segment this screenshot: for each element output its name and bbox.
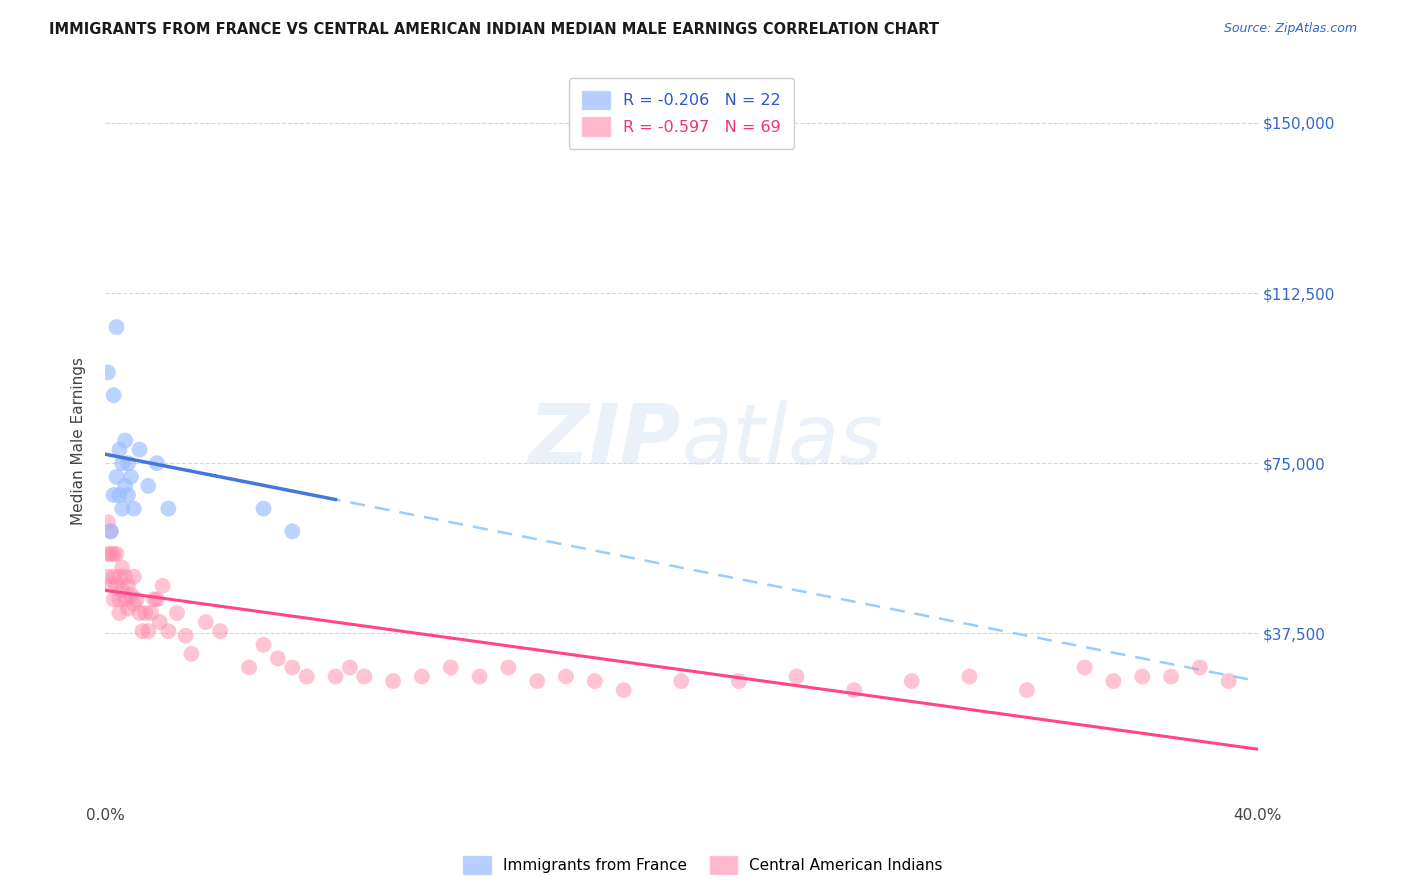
Text: atlas: atlas [682, 400, 883, 481]
Point [281, 660, 304, 674]
Legend: R = -0.206   N = 22, R = -0.597   N = 69: R = -0.206 N = 22, R = -0.597 N = 69 [569, 78, 793, 149]
Legend: Immigrants from France, Central American Indians: Immigrants from France, Central American… [457, 850, 949, 880]
Point [111, 501, 134, 516]
Point [122, 570, 145, 584]
Point [125, 592, 148, 607]
Point [786, 669, 808, 683]
Point [157, 624, 180, 639]
Point [122, 501, 145, 516]
Point [108, 592, 131, 607]
Point [97, 515, 120, 529]
Point [1130, 669, 1153, 683]
Point [1218, 674, 1240, 689]
Point [111, 456, 134, 470]
Point [468, 669, 491, 683]
Point [114, 570, 136, 584]
Point [440, 660, 463, 674]
Point [117, 579, 139, 593]
Point [166, 606, 188, 620]
Point [108, 570, 131, 584]
Point [555, 669, 578, 683]
Point [1102, 674, 1125, 689]
Point [139, 606, 162, 620]
Point [103, 488, 125, 502]
Point [194, 615, 217, 629]
Point [120, 470, 142, 484]
Point [143, 592, 166, 607]
Point [111, 560, 134, 574]
Point [526, 674, 548, 689]
Point [136, 624, 159, 639]
Point [180, 647, 202, 661]
Point [900, 674, 922, 689]
Point [146, 592, 169, 607]
Point [1188, 660, 1211, 674]
Point [957, 669, 980, 683]
Point [108, 442, 131, 457]
Point [238, 660, 260, 674]
Point [108, 488, 131, 502]
Point [136, 479, 159, 493]
Point [122, 597, 145, 611]
Point [117, 601, 139, 615]
Point [105, 320, 128, 334]
Point [100, 524, 122, 539]
Point [128, 442, 150, 457]
Point [411, 669, 433, 683]
Point [117, 456, 139, 470]
Point [103, 388, 125, 402]
Point [1015, 683, 1038, 698]
Point [97, 570, 120, 584]
Point [671, 674, 693, 689]
Point [97, 366, 120, 380]
Point [114, 592, 136, 607]
Point [174, 629, 197, 643]
Point [252, 501, 274, 516]
Point [728, 674, 751, 689]
Point [108, 606, 131, 620]
Point [105, 579, 128, 593]
Point [97, 547, 120, 561]
Point [209, 624, 232, 639]
Point [114, 434, 136, 448]
Point [134, 606, 156, 620]
Point [103, 592, 125, 607]
Point [353, 669, 375, 683]
Point [103, 547, 125, 561]
Point [1073, 660, 1095, 674]
Point [339, 660, 361, 674]
Point [281, 524, 304, 539]
Text: Source: ZipAtlas.com: Source: ZipAtlas.com [1223, 22, 1357, 36]
Point [100, 579, 122, 593]
Point [114, 479, 136, 493]
Point [1160, 669, 1182, 683]
Point [295, 669, 318, 683]
Text: ZIP: ZIP [529, 400, 682, 481]
Point [105, 547, 128, 561]
Point [382, 674, 405, 689]
Point [583, 674, 606, 689]
Y-axis label: Median Male Earnings: Median Male Earnings [72, 357, 86, 524]
Point [267, 651, 290, 665]
Point [131, 624, 153, 639]
Point [120, 588, 142, 602]
Point [149, 615, 172, 629]
Point [100, 524, 122, 539]
Point [146, 456, 169, 470]
Point [498, 660, 520, 674]
Text: IMMIGRANTS FROM FRANCE VS CENTRAL AMERICAN INDIAN MEDIAN MALE EARNINGS CORRELATI: IMMIGRANTS FROM FRANCE VS CENTRAL AMERIC… [49, 22, 939, 37]
Point [105, 470, 128, 484]
Point [157, 501, 180, 516]
Point [103, 570, 125, 584]
Point [152, 579, 174, 593]
Point [842, 683, 865, 698]
Point [117, 488, 139, 502]
Point [252, 638, 274, 652]
Point [111, 583, 134, 598]
Point [100, 547, 122, 561]
Point [325, 669, 347, 683]
Point [128, 606, 150, 620]
Point [613, 683, 636, 698]
